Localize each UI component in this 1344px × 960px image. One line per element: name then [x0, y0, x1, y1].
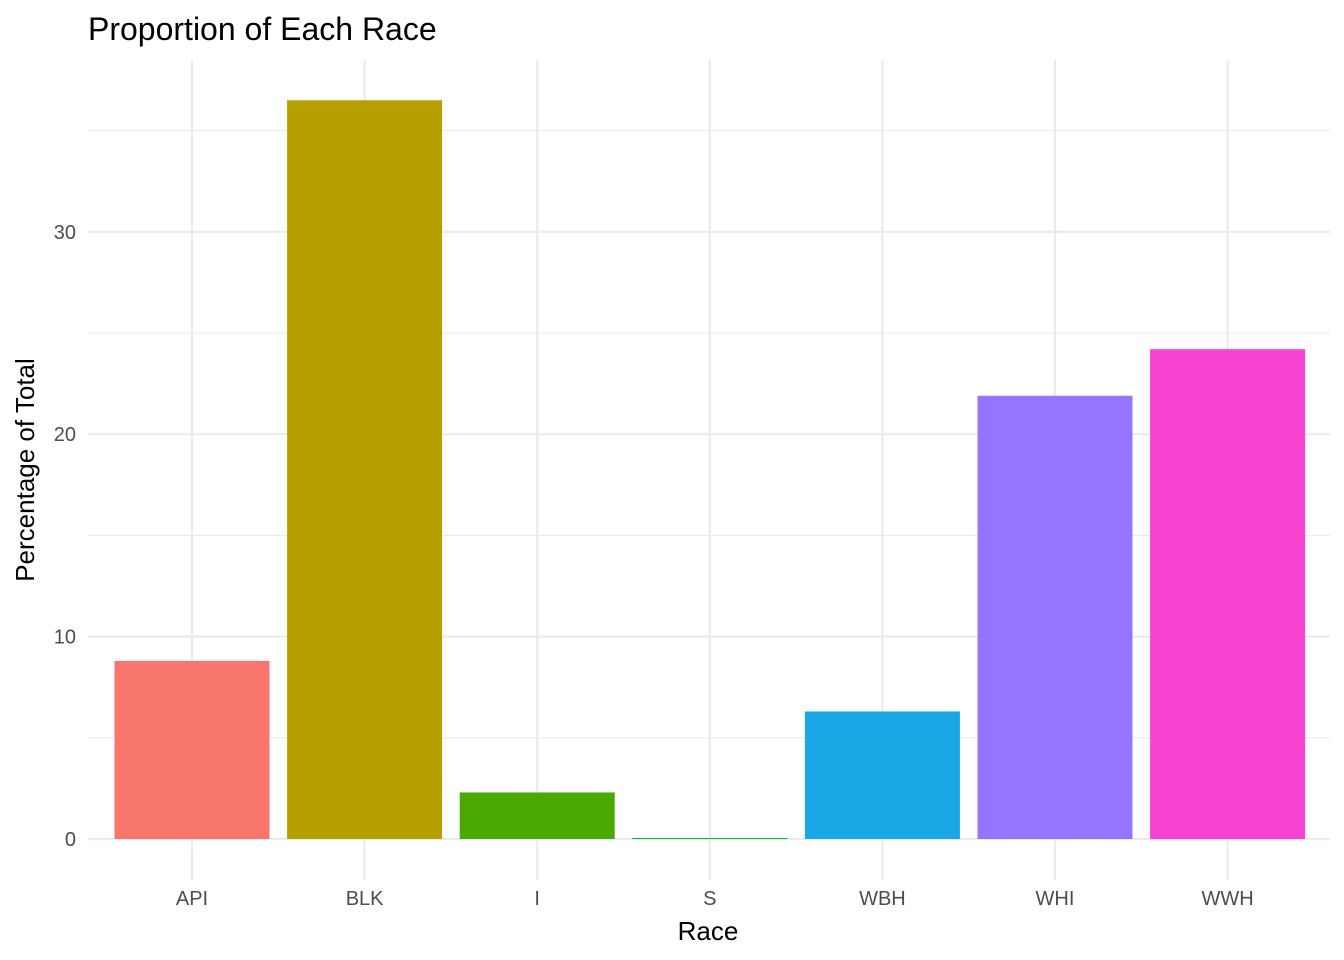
- x-tick-label: WBH: [859, 888, 906, 910]
- x-tick-label: I: [534, 888, 540, 910]
- y-tick-label: 30: [54, 222, 76, 244]
- bar-api: [114, 660, 270, 839]
- x-tick-label: WHI: [1036, 888, 1075, 910]
- x-tick-label: API: [176, 888, 208, 910]
- bar-whi: [977, 395, 1133, 839]
- y-tick-label: 10: [54, 627, 76, 649]
- gridlines: [88, 60, 1330, 880]
- x-tick-label: S: [703, 888, 716, 910]
- bar-blk: [287, 100, 443, 840]
- y-tick-label: 20: [54, 424, 76, 446]
- x-tick-label: BLK: [346, 888, 384, 910]
- y-axis-ticks: 0 10 20 30: [54, 222, 76, 851]
- bar-i: [459, 792, 615, 839]
- x-axis-title: Race: [678, 916, 739, 946]
- x-axis-ticks: API BLK I S WBH WHI WWH: [176, 888, 1254, 910]
- bar-wbh: [804, 711, 960, 839]
- x-tick-label: WWH: [1201, 888, 1253, 910]
- y-tick-label: 0: [65, 829, 76, 851]
- chart-title: Proportion of Each Race: [88, 11, 437, 47]
- bar-wwh: [1150, 349, 1306, 839]
- bar-s: [632, 837, 788, 839]
- y-axis-title: Percentage of Total: [10, 358, 40, 582]
- bars: [114, 100, 1306, 840]
